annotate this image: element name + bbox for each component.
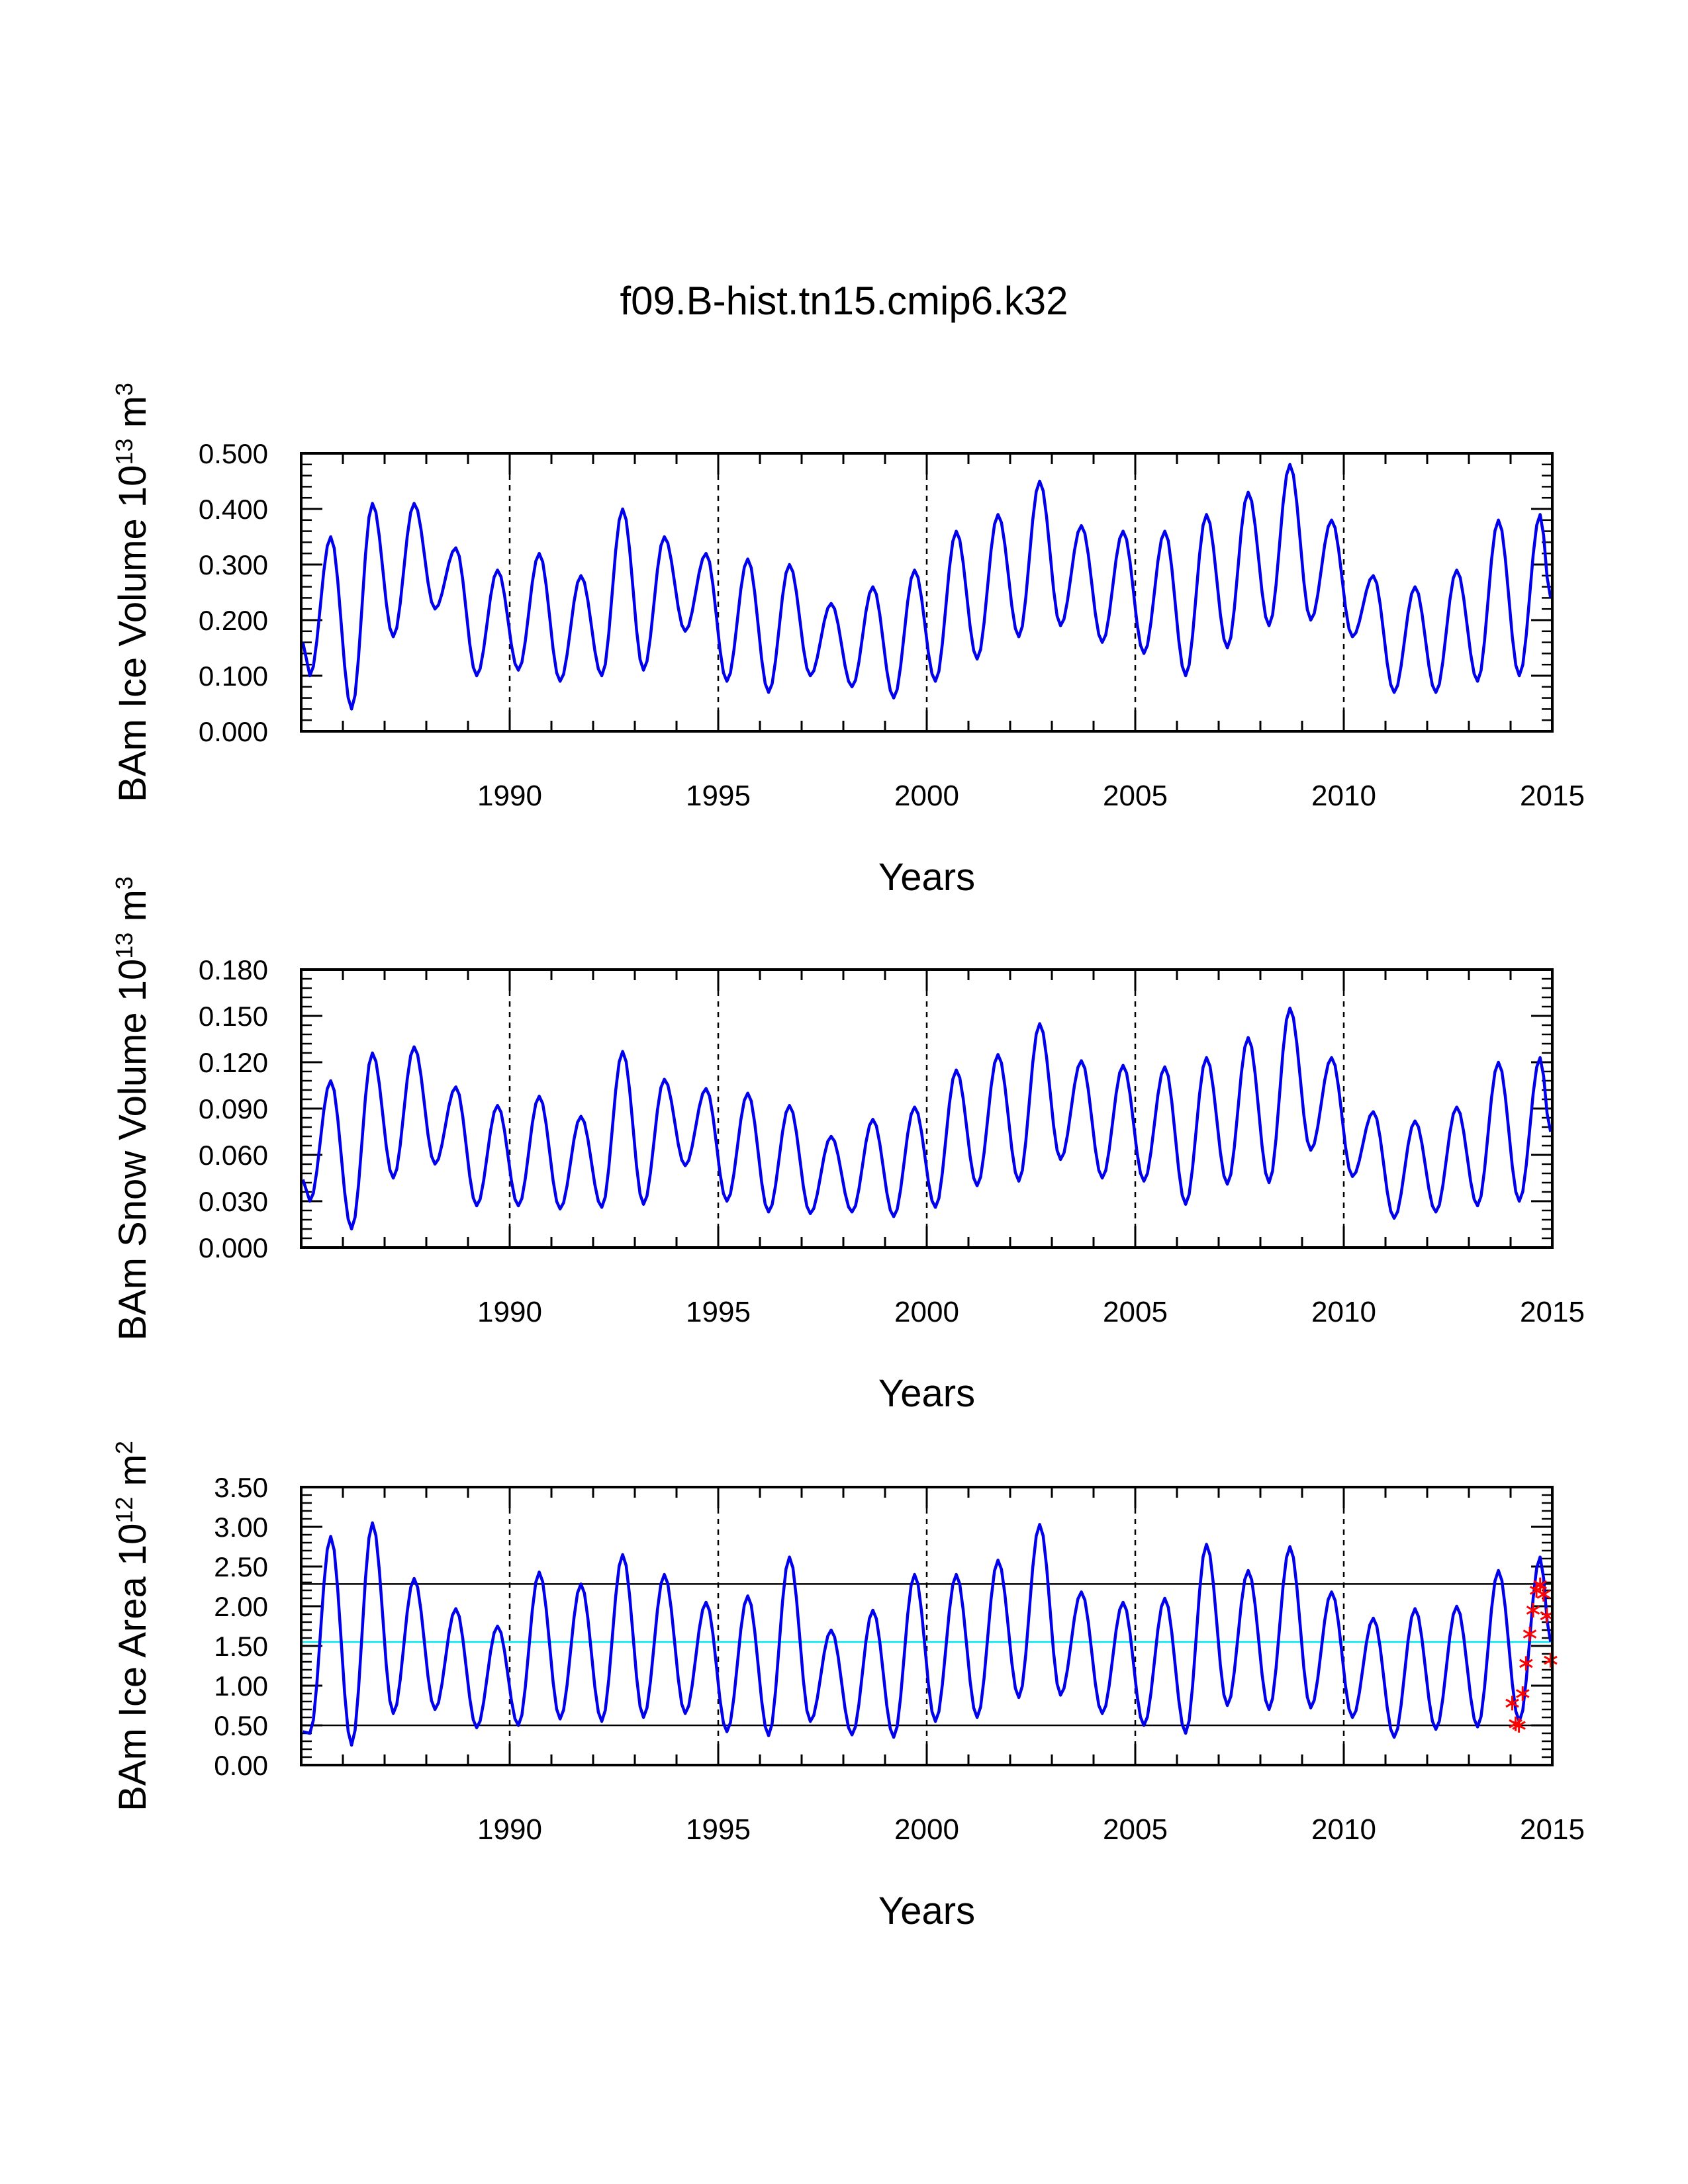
y-tick-label: 0.50 — [214, 1710, 268, 1741]
y-tick-label: 1.00 — [214, 1670, 268, 1702]
y-tick-label: 2.00 — [214, 1591, 268, 1622]
y-tick-label: 0.000 — [199, 716, 268, 747]
y-tick-label: 0.400 — [199, 494, 268, 525]
x-tick-label: 2000 — [894, 1296, 959, 1328]
y-ticks: 0.00 0.50 1.00 1.50 2.00 2.50 3.00 3.50 — [214, 1472, 1552, 1781]
y-tick-label: 0.200 — [199, 605, 268, 636]
y-tick-label: 0.030 — [199, 1186, 268, 1217]
x-tick-label: 2010 — [1311, 1296, 1376, 1328]
y-tick-label: 0.500 — [199, 438, 268, 469]
x-tick-label: 2005 — [1103, 1813, 1168, 1846]
y-tick-label: 0.000 — [199, 1232, 268, 1263]
x-tick-label: 1990 — [477, 780, 542, 812]
observation-marker — [1512, 1718, 1526, 1733]
plot-frame — [300, 452, 1554, 733]
x-tick-label: 2000 — [894, 1813, 959, 1846]
x-tick-label: 2010 — [1311, 1813, 1376, 1846]
plot-frame — [300, 1486, 1554, 1766]
x-axis-label: Years — [878, 1372, 975, 1415]
observation-markers — [1505, 1577, 1558, 1733]
y-axis-label: BAm Snow Volume 1013 m3 — [111, 876, 155, 1341]
chart-panel-ice-area: 1990 1995 2000 2005 2010 2015 0.00 0.50 1.00 1.50… — [111, 1441, 1585, 1933]
x-tick-label: 2005 — [1103, 780, 1168, 812]
x-tick-labels: 1990 1995 2000 2005 2010 2015 — [477, 1296, 1585, 1328]
y-tick-label: 0.120 — [199, 1047, 268, 1078]
x-tick-label: 1995 — [686, 780, 751, 812]
y-axis-label: BAm Ice Area 1012 m2 — [111, 1441, 155, 1811]
observation-marker — [1519, 1656, 1533, 1671]
x-tick-label: 2015 — [1520, 1813, 1585, 1846]
x-tick-label: 1990 — [477, 1813, 542, 1846]
x-tick-label: 2015 — [1520, 780, 1585, 812]
x-tick-label: 1990 — [477, 1296, 542, 1328]
x-axis-label: Years — [878, 856, 975, 899]
y-tick-label: 0.100 — [199, 660, 268, 692]
data-series-line-0 — [301, 1007, 1552, 1231]
x-tick-label: 1995 — [686, 1296, 751, 1328]
observation-marker — [1505, 1696, 1519, 1711]
x-tick-label: 2000 — [894, 780, 959, 812]
data-series-line-0 — [303, 1521, 1552, 1747]
y-tick-label: 0.150 — [199, 1001, 268, 1032]
observation-marker — [1523, 1627, 1537, 1641]
plot-frame — [300, 968, 1554, 1249]
figure-title: f09.B-hist.tn15.cmip6.k32 — [620, 279, 1068, 323]
chart-panel-ice-volume: 1990 1995 2000 2005 2010 20150.0000.1000.2000… — [111, 383, 1585, 899]
y-ticks: 0.000 0.100 0.200 0.300 0.400 0.500 — [199, 438, 1552, 747]
x-tick-label: 2010 — [1311, 780, 1376, 812]
y-tick-label: 0.090 — [199, 1093, 268, 1124]
x-tick-labels: 1990 1995 2000 2005 2010 2015 — [477, 780, 1585, 812]
x-axis-label: Years — [878, 1889, 975, 1933]
y-axis-label: BAm Ice Volume 1013 m3 — [111, 383, 155, 802]
y-tick-label: 0.180 — [199, 954, 268, 985]
y-tick-label: 3.00 — [214, 1512, 268, 1543]
y-tick-label: 0.00 — [214, 1750, 268, 1781]
x-tick-label: 2015 — [1520, 1296, 1585, 1328]
x-tick-labels: 1990 1995 2000 2005 2010 2015 — [477, 1813, 1585, 1846]
y-tick-label: 0.300 — [199, 549, 268, 580]
y-tick-label: 1.50 — [214, 1631, 268, 1662]
y-ticks: 0.000 0.030 0.060 0.090 0.120 0.150 0.180 — [199, 954, 1552, 1263]
observation-marker — [1544, 1653, 1558, 1668]
observation-marker — [1515, 1686, 1530, 1701]
x-tick-label: 1995 — [686, 1813, 751, 1846]
x-tick-label: 2005 — [1103, 1296, 1168, 1328]
observation-marker — [1526, 1603, 1540, 1617]
chart-panel-snow-volume: 1990 1995 2000 2005 2010 20150.0000.0300.0600… — [111, 876, 1585, 1415]
y-tick-label: 3.50 — [214, 1472, 268, 1503]
data-series-line-0 — [301, 463, 1552, 711]
y-tick-label: 2.50 — [214, 1551, 268, 1582]
y-tick-label: 0.060 — [199, 1140, 268, 1171]
observation-marker — [1536, 1587, 1551, 1602]
